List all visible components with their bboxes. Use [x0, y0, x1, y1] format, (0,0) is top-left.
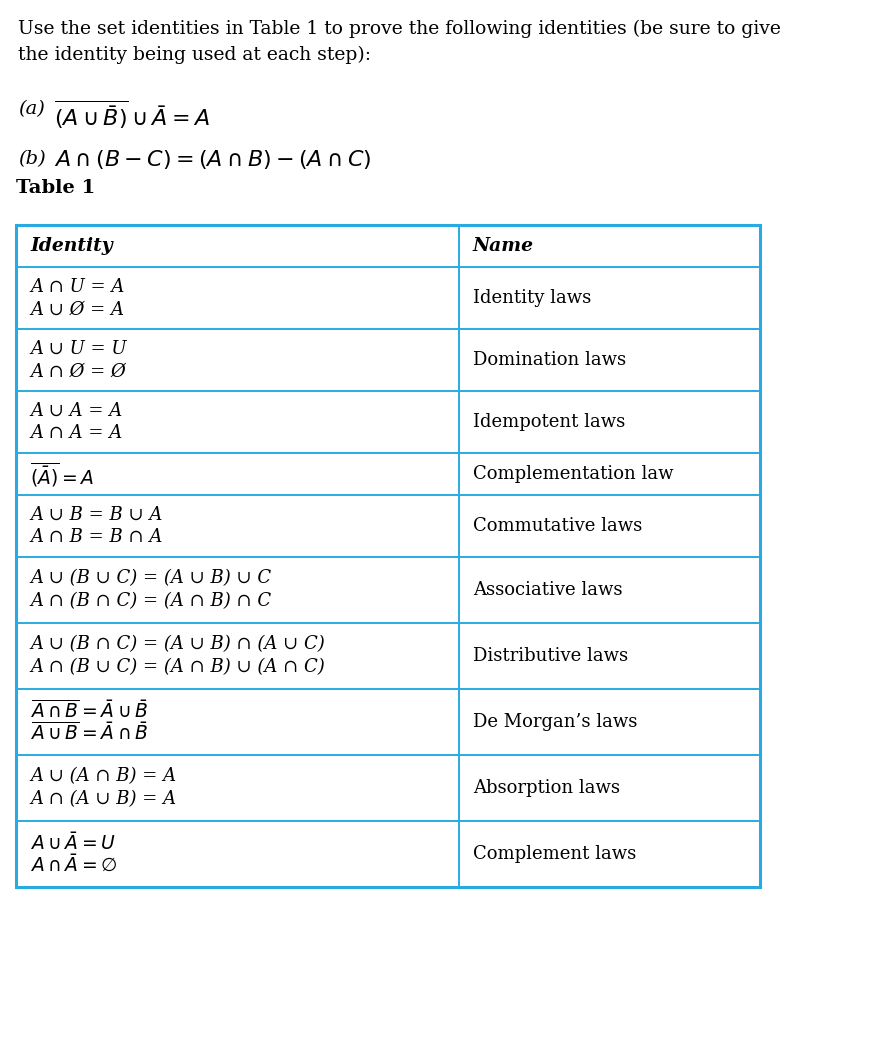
Text: Distributive laws: Distributive laws: [473, 647, 627, 665]
Text: (a): (a): [18, 100, 45, 118]
Text: Use the set identities in Table 1 to prove the following identities (be sure to : Use the set identities in Table 1 to pro…: [18, 20, 781, 38]
Text: A ∪ U = U: A ∪ U = U: [30, 339, 127, 358]
Text: A ∩ (A ∪ B) = A: A ∩ (A ∪ B) = A: [30, 790, 176, 808]
Text: A ∩ B = B ∩ A: A ∩ B = B ∩ A: [30, 528, 162, 546]
Text: Complementation law: Complementation law: [473, 465, 673, 483]
Text: A ∩ A = A: A ∩ A = A: [30, 424, 122, 442]
Text: $A\cap\bar{A}=\emptyset$: $A\cap\bar{A}=\emptyset$: [30, 855, 118, 876]
Text: A ∩ (B ∩ C) = (A ∩ B) ∩ C: A ∩ (B ∩ C) = (A ∩ B) ∩ C: [30, 593, 271, 610]
Text: $\overline{A\cup B}=\bar{A}\cap\bar{B}$: $\overline{A\cup B}=\bar{A}\cap\bar{B}$: [30, 722, 149, 745]
Text: $A\cup\bar{A}=U$: $A\cup\bar{A}=U$: [30, 832, 116, 854]
Text: A ∩ Ø = Ø: A ∩ Ø = Ø: [30, 363, 126, 381]
Text: De Morgan’s laws: De Morgan’s laws: [473, 713, 637, 731]
Text: A ∪ Ø = A: A ∪ Ø = A: [30, 301, 124, 318]
Text: Complement laws: Complement laws: [473, 844, 636, 863]
Text: (b): (b): [18, 150, 46, 168]
Text: Associative laws: Associative laws: [473, 581, 622, 599]
Text: Table 1: Table 1: [16, 179, 96, 197]
Text: Absorption laws: Absorption laws: [473, 779, 620, 797]
Text: A ∪ A = A: A ∪ A = A: [30, 401, 122, 419]
Text: Domination laws: Domination laws: [473, 350, 626, 369]
Text: A ∪ (B ∩ C) = (A ∪ B) ∩ (A ∪ C): A ∪ (B ∩ C) = (A ∪ B) ∩ (A ∪ C): [30, 635, 325, 653]
Text: A ∪ B = B ∪ A: A ∪ B = B ∪ A: [30, 505, 162, 523]
Text: $A\cap(B-C)=(A\cap B)-(A\cap C)$: $A\cap(B-C)=(A\cap B)-(A\cap C)$: [54, 148, 372, 171]
Text: the identity being used at each step):: the identity being used at each step):: [18, 46, 371, 64]
Text: Identity: Identity: [30, 237, 112, 255]
Text: $\overline{A\cap B}=\bar{A}\cup\bar{B}$: $\overline{A\cap B}=\bar{A}\cup\bar{B}$: [30, 700, 149, 723]
Text: Name: Name: [473, 237, 534, 255]
Text: Idempotent laws: Idempotent laws: [473, 413, 625, 431]
Text: A ∪ (A ∩ B) = A: A ∪ (A ∩ B) = A: [30, 768, 176, 785]
Text: A ∩ U = A: A ∩ U = A: [30, 278, 125, 295]
Text: $\overline{(A\cup\bar{B})}\cup\bar{A}=A$: $\overline{(A\cup\bar{B})}\cup\bar{A}=A$: [54, 98, 210, 131]
Text: A ∩ (B ∪ C) = (A ∩ B) ∪ (A ∩ C): A ∩ (B ∪ C) = (A ∩ B) ∪ (A ∩ C): [30, 658, 325, 676]
Text: $\overline{(\bar{A})}=A$: $\overline{(\bar{A})}=A$: [30, 461, 94, 488]
Bar: [16, 225, 760, 887]
Text: A ∪ (B ∪ C) = (A ∪ B) ∪ C: A ∪ (B ∪ C) = (A ∪ B) ∪ C: [30, 570, 271, 588]
Text: Commutative laws: Commutative laws: [473, 517, 642, 535]
Text: Identity laws: Identity laws: [473, 289, 591, 307]
